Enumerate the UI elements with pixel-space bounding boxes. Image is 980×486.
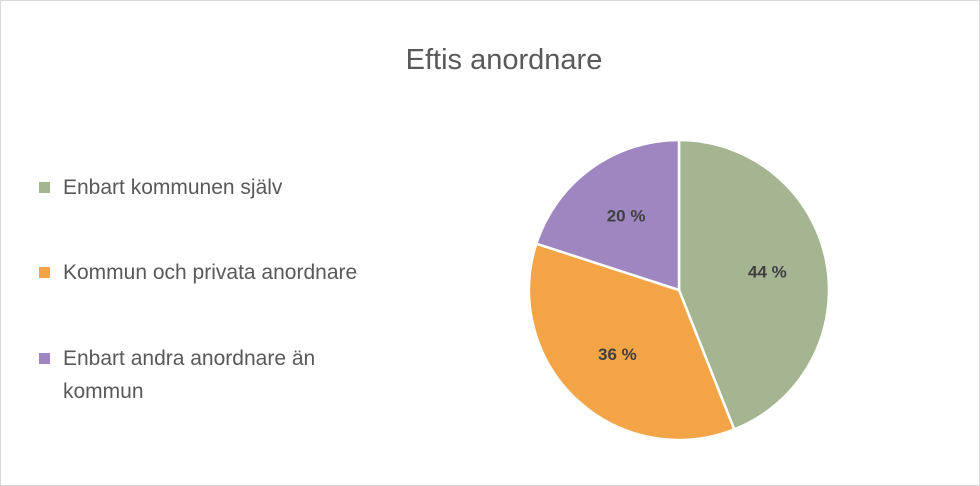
legend-entry: Enbart andra anordnare än kommun xyxy=(39,342,359,408)
legend-swatch xyxy=(39,353,50,364)
legend-entry: Kommun och privata anordnare xyxy=(39,256,359,289)
pie-slice xyxy=(534,138,681,292)
legend-label: Enbart kommunen själv xyxy=(63,176,283,199)
pie-slice xyxy=(527,242,736,442)
legend-label: Kommun och privata anordnare xyxy=(63,261,358,284)
data-label: 20 % xyxy=(607,207,646,226)
legend-label: Enbart andra anordnare än kommun xyxy=(63,347,316,403)
chart-title: Eftis anordnare xyxy=(406,44,603,76)
data-label: 36 % xyxy=(598,345,637,364)
legend-entry: Enbart kommunen själv xyxy=(39,171,359,204)
legend-swatch xyxy=(39,267,50,278)
pie-slice xyxy=(677,138,831,432)
legend-swatch xyxy=(39,182,50,193)
data-label: 44 % xyxy=(748,263,787,282)
